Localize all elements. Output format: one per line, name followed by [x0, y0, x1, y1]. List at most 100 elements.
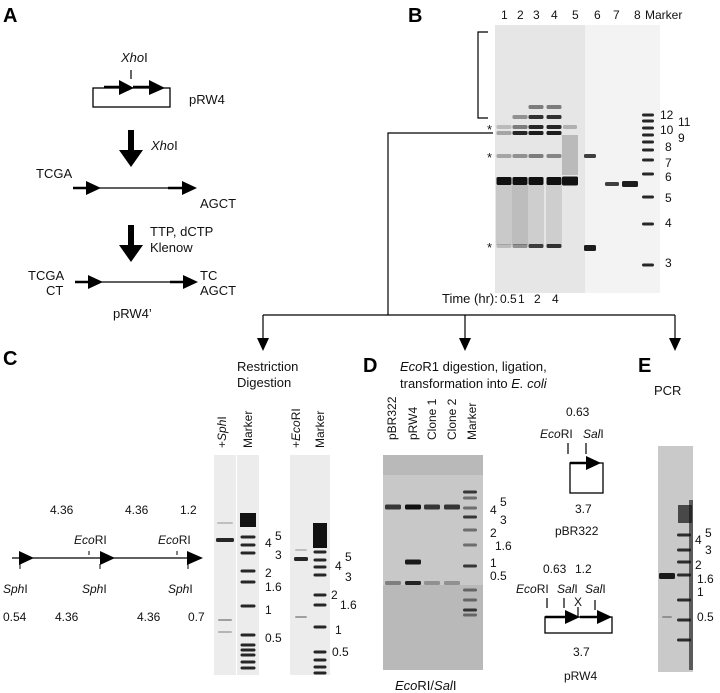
gel-band: [294, 557, 308, 561]
gel-band: [295, 549, 307, 551]
gel-band: [313, 593, 327, 597]
gel-b-left: [495, 25, 585, 293]
map-distance: 1.2: [180, 503, 197, 517]
panel-label-d: D: [363, 355, 377, 377]
size-label: 0.5: [332, 645, 349, 659]
product-name: pRW4’: [113, 306, 152, 321]
gel-band: [463, 496, 477, 500]
gel-band: [677, 618, 691, 622]
gel-band: [463, 598, 477, 602]
gel-band: [313, 658, 327, 662]
gel-band: [463, 613, 477, 617]
lane-label: Clone 1: [425, 398, 439, 440]
gel-band: [642, 140, 654, 144]
size-label: 6: [665, 170, 672, 184]
fill-right-bottom: AGCT: [200, 283, 236, 298]
size-label: 1: [265, 603, 272, 617]
gel-band: [528, 154, 544, 158]
time-value: 0.5: [500, 292, 517, 306]
lane-label: 1: [501, 8, 508, 22]
gel-band: [240, 660, 256, 664]
plasmid-name: pRW4: [564, 669, 597, 683]
sphi-label: SphI: [168, 582, 193, 596]
gel-band: [677, 573, 691, 577]
gel-band: [240, 666, 256, 670]
ecori-label: EcoRI: [158, 533, 191, 547]
gel-band: [385, 581, 401, 585]
down-arrow-icon: [119, 130, 143, 167]
gel-band: [496, 177, 512, 185]
gel-band: [240, 648, 256, 652]
lane-label-ecori: +EcoRI: [289, 408, 303, 448]
fill-left-bottom: CT: [46, 283, 63, 298]
gel-band: [546, 154, 562, 158]
gel-band: [642, 119, 654, 123]
size-label: 3: [275, 548, 282, 562]
gel-c1-marker: [237, 455, 259, 675]
size-label: 5: [345, 550, 352, 564]
map-distance: 4.36: [50, 503, 74, 517]
gel-band: [463, 515, 477, 519]
gel-band: [217, 522, 233, 524]
size-label: 1: [335, 623, 342, 637]
size-label: 1.6: [265, 580, 282, 594]
down-arrow-icon: [257, 338, 681, 351]
gel-band: [584, 154, 596, 158]
plasmid-name: pBR322: [555, 524, 599, 538]
size-label: 4: [335, 559, 342, 573]
gel-band: [528, 115, 544, 119]
gel-band: [677, 638, 691, 642]
gel-band: [642, 158, 654, 162]
lane-label-marker: Marker: [313, 411, 327, 448]
map-pbr322: 0.63 EcoRI SalI 3.7 pBR322: [540, 405, 604, 538]
gel-band: [240, 633, 256, 637]
gel-c1-lane: [214, 455, 236, 675]
gel-band: [546, 105, 562, 109]
gel-band: [463, 588, 477, 592]
size-label: 1.6: [495, 539, 512, 553]
size-label: 12: [660, 108, 674, 122]
panel-d: D EcoR1 digestion, ligation, transformat…: [363, 355, 613, 693]
size-label: 7: [665, 156, 672, 170]
map-distance: 0.54: [3, 610, 27, 624]
gel-band: [677, 598, 691, 602]
gel-band: [385, 504, 401, 510]
lane-label: 4: [551, 8, 558, 22]
gel-band: [240, 653, 256, 657]
panel-e-title: PCR: [654, 383, 681, 398]
sali-label: SalI: [583, 427, 604, 441]
xhoi-site-label: XhoI: [120, 50, 148, 65]
repeat-arrow-icon: [586, 456, 601, 470]
gel-band: [677, 548, 691, 552]
down-arrow-icon: [119, 225, 143, 262]
map-distance: 4.36: [55, 610, 79, 624]
gel-band: [562, 176, 578, 186]
lane-label: 3: [533, 8, 540, 22]
gel-band: [512, 177, 528, 185]
map-distance: 0.63: [566, 405, 590, 419]
map-distance: 4.36: [125, 503, 149, 517]
plasmid-size: 3.7: [573, 645, 590, 659]
gel-band: [584, 245, 596, 251]
panel-label-c: C: [3, 348, 17, 370]
size-label: 1: [490, 556, 497, 570]
lane-label: 5: [572, 8, 579, 22]
time-label: Time (hr):: [442, 291, 498, 306]
size-label: 9: [678, 131, 685, 145]
size-label: 1.6: [340, 598, 357, 612]
gel-band: [496, 154, 512, 158]
gel-band: [622, 181, 638, 187]
gel-band: [313, 565, 327, 569]
gel-band: [528, 131, 544, 135]
size-label: 8: [665, 140, 672, 154]
gel-band: [642, 148, 654, 152]
gel-band: [463, 543, 477, 547]
step1-label: XhoI: [150, 138, 178, 153]
gel-band: [642, 195, 654, 199]
gel-d-footer: EcoRI/SalI: [395, 678, 456, 693]
gel-band: [677, 560, 691, 564]
gel-band: [218, 619, 232, 621]
repeat-arrow-icon: [119, 80, 165, 95]
